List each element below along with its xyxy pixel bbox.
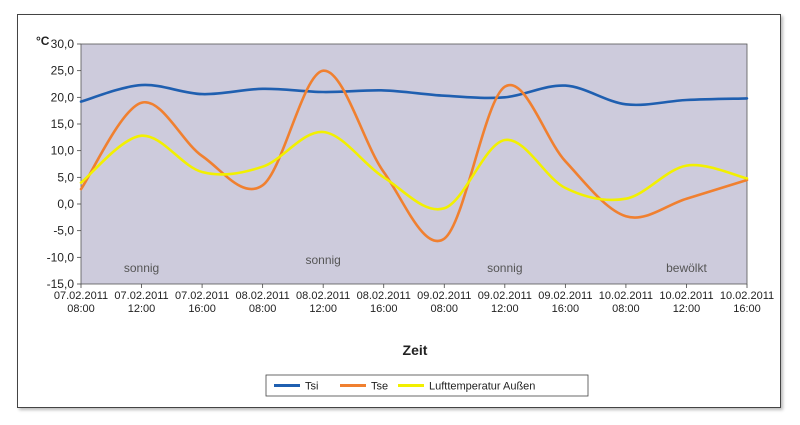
- x-tick-date: 07.02.2011: [114, 290, 168, 302]
- x-tick-time: 16:00: [733, 303, 761, 315]
- series-line-1: [79, 69, 749, 243]
- chart-frame: 30,0 25,0 20,0 15,0 10,0 5,0 0,0 -5,0 -10,0 -15,0…: [17, 14, 781, 408]
- temperature-chart: 30,0 25,0 20,0 15,0 10,0 5,0 0,0 -5,0 -10,0 -15,0…: [36, 34, 774, 397]
- legend-box: [265, 374, 589, 397]
- y-tick-label: 0,0: [57, 197, 74, 211]
- y-unit-label: °C: [36, 34, 50, 48]
- x-tick-date: 08.02.2011: [296, 290, 350, 302]
- x-tick-time: 08:00: [249, 303, 277, 315]
- x-tick-time: 12:00: [491, 303, 519, 315]
- weather-annotation: sonnig: [305, 253, 340, 267]
- x-tick-time: 16:00: [370, 303, 398, 315]
- x-tick-date: 10.02.2011: [599, 290, 653, 302]
- y-tick-label: -15,0: [47, 277, 75, 291]
- x-tick-date: 09.02.2011: [417, 290, 471, 302]
- x-tick-date: 09.02.2011: [478, 290, 532, 302]
- x-tick-date: 10.02.2011: [659, 290, 713, 302]
- y-tick-label: 5,0: [57, 170, 74, 184]
- plot-area: [80, 43, 748, 285]
- x-tick-date: 09.02.2011: [538, 290, 592, 302]
- series-line-0: [79, 83, 749, 107]
- legend-label: Lufttemperatur Außen: [429, 381, 535, 393]
- x-tick-time: 12:00: [128, 303, 156, 315]
- y-tick-label: -10,0: [47, 250, 75, 264]
- x-tick-date: 08.02.2011: [236, 290, 290, 302]
- weather-annotation: sonnig: [487, 261, 522, 275]
- series-line-2: [79, 130, 749, 211]
- x-tick-time: 08:00: [67, 303, 95, 315]
- x-tick-time: 12:00: [309, 303, 337, 315]
- x-tick-time: 08:00: [612, 303, 640, 315]
- x-tick-time: 08:00: [431, 303, 459, 315]
- x-axis-label: Zeit: [403, 342, 428, 358]
- x-tick-date: 08.02.2011: [357, 290, 411, 302]
- y-tick-label: 15,0: [51, 117, 75, 131]
- x-tick-date: 07.02.2011: [54, 290, 108, 302]
- legend-label: Tse: [371, 381, 388, 393]
- y-tick-label: 30,0: [51, 37, 75, 51]
- weather-annotation: sonnig: [124, 261, 159, 275]
- x-tick-date: 10.02.2011: [720, 290, 774, 302]
- legend-label: Tsi: [305, 381, 318, 393]
- x-tick-time: 16:00: [552, 303, 580, 315]
- x-tick-time: 12:00: [673, 303, 701, 315]
- y-tick-label: 25,0: [51, 64, 75, 78]
- y-tick-label: -5,0: [53, 224, 74, 238]
- y-tick-label: 10,0: [51, 144, 75, 158]
- x-tick-date: 07.02.2011: [175, 290, 229, 302]
- legend: Tsi Tse Lufttemperatur Außen: [265, 374, 589, 397]
- y-tick-label: 20,0: [51, 90, 75, 104]
- x-tick-time: 16:00: [188, 303, 216, 315]
- weather-annotation: bewölkt: [666, 261, 707, 275]
